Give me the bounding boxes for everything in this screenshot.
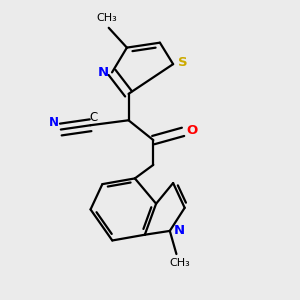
Text: C: C bbox=[89, 112, 97, 124]
Text: S: S bbox=[178, 56, 188, 69]
Text: O: O bbox=[187, 124, 198, 137]
Text: N: N bbox=[173, 224, 184, 237]
Text: N: N bbox=[98, 66, 109, 79]
Text: CH₃: CH₃ bbox=[169, 258, 190, 268]
Text: CH₃: CH₃ bbox=[97, 13, 117, 23]
Text: N: N bbox=[49, 116, 59, 129]
